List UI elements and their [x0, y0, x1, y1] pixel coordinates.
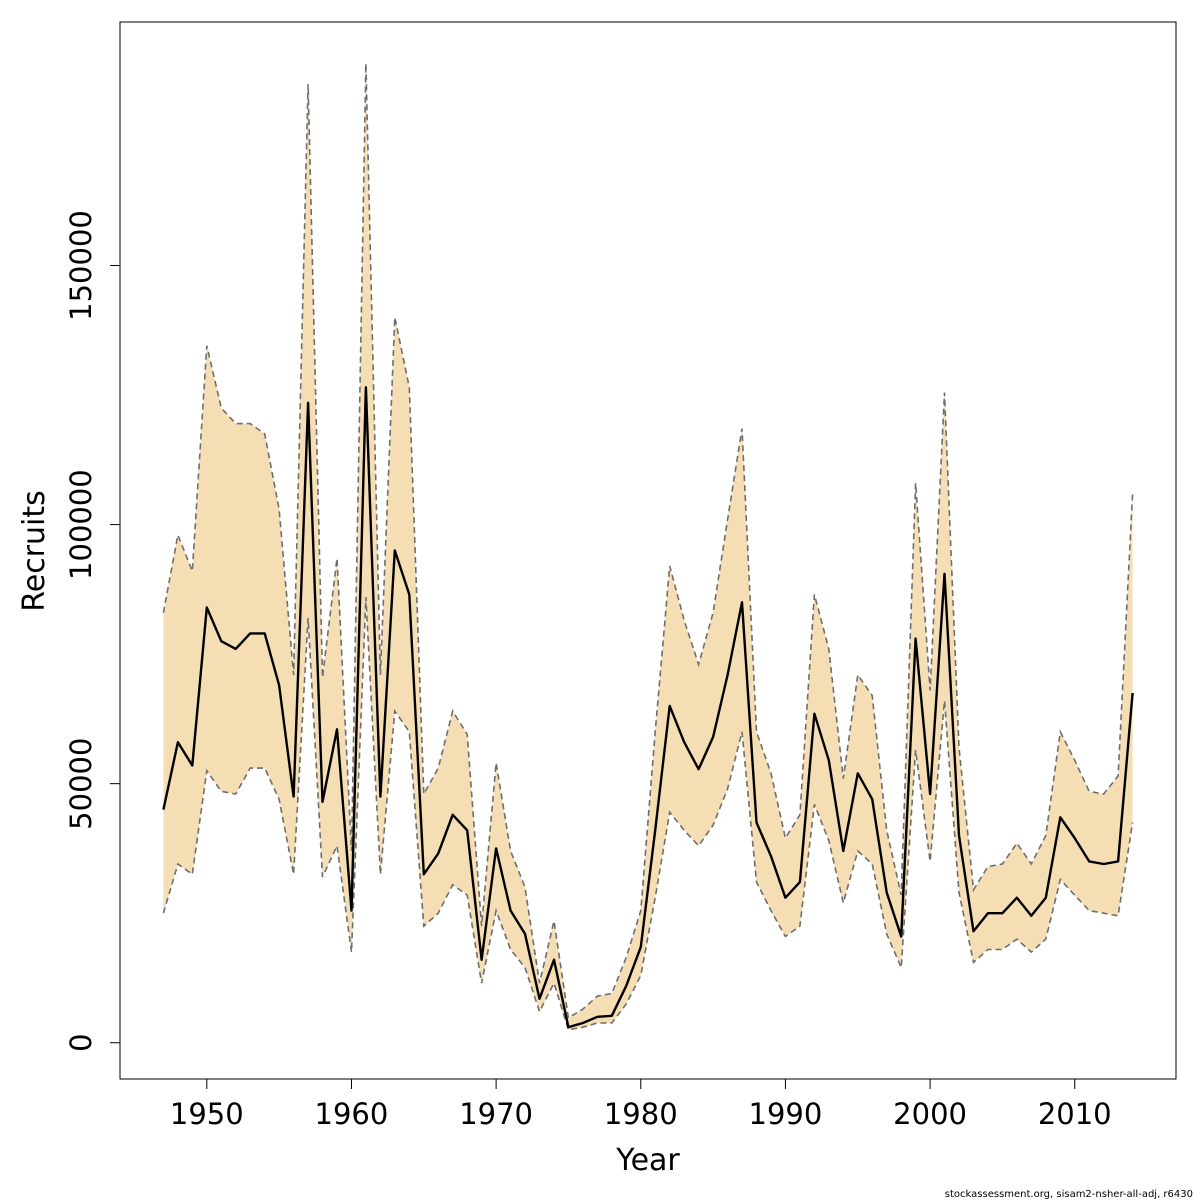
y-tick-label: 0	[64, 1033, 98, 1051]
y-tick-label: 100000	[64, 469, 98, 580]
x-tick-label: 1960	[315, 1097, 389, 1131]
estimate-line	[162, 386, 1134, 1029]
x-tick-label: 1970	[459, 1097, 533, 1131]
x-axis: 1950 1960 1970 1980 1990 2000 2010	[170, 1078, 1112, 1131]
x-tick-label: 1950	[170, 1097, 244, 1131]
y-tick-label: 150000	[64, 210, 98, 321]
plot-area	[162, 63, 1134, 1031]
y-axis: 0 50000 100000 150000	[64, 210, 121, 1052]
source-note: stockassessment.org, sisam2-nsher-all-ad…	[945, 1189, 1193, 1200]
x-tick-label: 2000	[893, 1097, 967, 1131]
x-tick-label: 1980	[604, 1097, 678, 1131]
x-tick-label: 2010	[1038, 1097, 1112, 1131]
x-axis-title: Year	[615, 1143, 680, 1178]
x-tick-label: 1990	[749, 1097, 823, 1131]
upper-bound-line	[162, 63, 1134, 1020]
y-tick-label: 50000	[64, 738, 98, 830]
lower-bound-line	[162, 597, 1134, 1031]
y-axis-title: Recruits	[17, 490, 52, 612]
